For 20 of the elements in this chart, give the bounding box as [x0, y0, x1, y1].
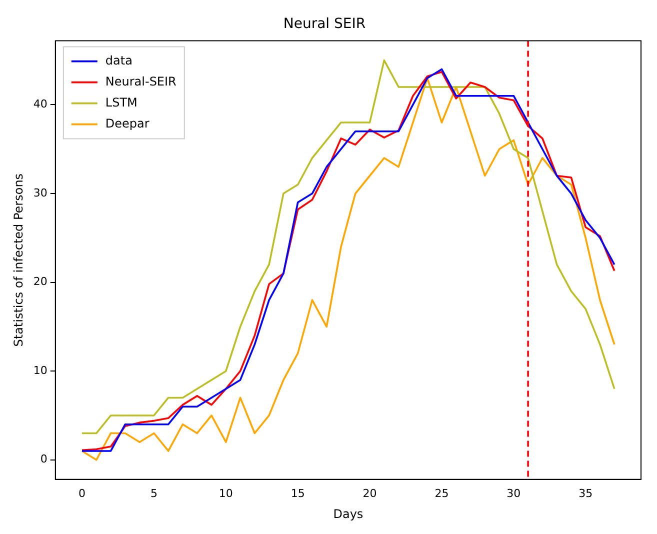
y-tick-label: 40 — [33, 98, 48, 111]
x-tick-label: 5 — [150, 486, 158, 500]
y-tick-label: 0 — [40, 452, 48, 466]
y-tick-label: 10 — [33, 364, 48, 377]
x-tick-label: 10 — [218, 486, 233, 500]
x-tick-label: 30 — [506, 486, 521, 500]
legend-label: data — [105, 53, 132, 68]
legend-label: Deepar — [105, 116, 150, 130]
legend-label: Neural-SEIR — [105, 74, 176, 88]
x-axis-title: Days — [333, 506, 364, 521]
x-tick-label: 25 — [434, 486, 449, 500]
x-tick-label: 0 — [78, 486, 86, 500]
y-tick-label: 30 — [33, 186, 48, 200]
y-axis-title: Statistics of infected Persons — [11, 173, 26, 347]
x-tick-label: 15 — [290, 486, 305, 500]
x-tick-label: 20 — [362, 486, 377, 500]
y-tick-label: 20 — [33, 275, 48, 288]
chart-title: Neural SEIR — [283, 16, 366, 32]
x-tick-label: 35 — [578, 486, 593, 500]
legend-label: LSTM — [105, 95, 138, 110]
